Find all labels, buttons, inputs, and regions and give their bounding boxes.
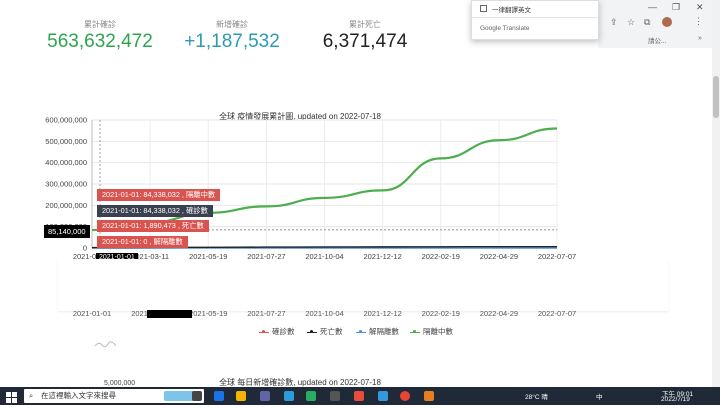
daily-chart-y-tick: 5,000,000 <box>104 380 136 387</box>
clock-time[interactable]: 下午 09:01 <box>662 391 694 398</box>
ghost-x-readout <box>147 310 192 318</box>
legend-swatch <box>259 330 269 334</box>
stat-label: 累計死亡 <box>349 20 381 29</box>
search-icon: ⌕ <box>29 391 34 400</box>
profile-avatar[interactable] <box>662 17 672 27</box>
x-tick-label: 2021-12-12 <box>363 252 401 261</box>
legend-item-deaths[interactable]: 死亡數 <box>307 326 343 337</box>
app-icon-3[interactable] <box>306 391 316 401</box>
loading-squiggle-icon <box>94 341 117 348</box>
blank-overlay-panel <box>58 259 668 311</box>
google-translate-brand: Google Translate <box>480 25 530 32</box>
y-tick-label: 200,000,000 <box>45 201 87 210</box>
app-icon-2[interactable] <box>284 391 294 401</box>
y-tick-label: 300,000,000 <box>45 180 87 189</box>
x-tick-label: 2022-02-19 <box>422 252 460 261</box>
chart-title: 全球 疫情發展累計圖, updated on 2022-07-18 <box>219 112 381 121</box>
ghost-x-tick-label: 2022-04-29 <box>480 309 518 318</box>
ghost-x-tick-label: 2022-07-07 <box>538 309 576 318</box>
legend-label: 死亡數 <box>320 327 343 336</box>
legend-label: 解隔離數 <box>369 327 399 336</box>
search-placeholder: 在這裡輸入文字來搜尋 <box>41 391 116 400</box>
page: 累計確診 563,632,472 新增確診 +1,187,532 累計死亡 6,… <box>0 0 712 387</box>
y-tick-label: 600,000,000 <box>45 116 87 125</box>
windows-start-icon[interactable] <box>6 390 17 403</box>
stat-value: 6,371,474 <box>322 31 408 52</box>
translate-popup: 一律翻譯英文 Google Translate <box>471 0 599 40</box>
task-view-icon[interactable] <box>192 391 202 401</box>
scrollbar-thumb[interactable] <box>713 76 719 118</box>
x-tick-label: 2022-04-29 <box>480 252 518 261</box>
stat-total-deaths: 累計死亡 6,371,474 <box>305 19 425 52</box>
legend-item-isolating[interactable]: 隔離中數 <box>410 326 453 337</box>
tooltip-line-confirmed: 2021-01-01: 84,338,032 , 確診數 <box>97 205 213 217</box>
x-tick-label: 2022-07-07 <box>538 252 576 261</box>
app-icon-1[interactable] <box>260 391 270 401</box>
legend-label: 確診數 <box>272 327 295 336</box>
browser-menu-icon[interactable]: ⋮ <box>694 16 703 26</box>
cumulative-chart[interactable]: 全球 疫情發展累計圖, updated on 2022-07-18 0100,0… <box>0 103 612 263</box>
ghost-x-tick-label: 2021-10-04 <box>305 309 343 318</box>
stat-label: 新增確診 <box>216 20 248 29</box>
always-translate-checkbox[interactable] <box>480 5 487 12</box>
chrome-icon[interactable] <box>400 391 410 401</box>
ghost-x-tick-label: 2022-02-19 <box>422 309 460 318</box>
legend-item-confirmed[interactable]: 確診數 <box>259 326 295 337</box>
stat-total-confirmed: 累計確診 563,632,472 <box>40 19 160 52</box>
tooltip-line-isolating: 2021-01-01: 84,338,032 , 隔離中數 <box>97 189 221 201</box>
search-highlight-image <box>164 391 198 401</box>
tooltip-line-released: 2021-01-01: 0 , 解隔離數 <box>97 236 188 248</box>
always-translate-label: 一律翻譯英文 <box>492 7 531 14</box>
y-tick-label: 0 <box>83 244 87 253</box>
x-tick-label: 2021-07-27 <box>247 252 285 261</box>
ghost-x-tick-label: 2021-05-19 <box>189 309 227 318</box>
ghost-x-tick-label: 2021-07-27 <box>247 309 285 318</box>
stat-value: 563,632,472 <box>47 31 153 52</box>
window-close-icon[interactable]: ✕ <box>696 2 704 12</box>
weather-widget[interactable]: 28°C 晴 <box>525 394 548 401</box>
page-scrollbar[interactable] <box>712 0 720 387</box>
ghost-x-tick-label: 2021-12-12 <box>363 309 401 318</box>
taskbar-search-box[interactable]: ⌕ 在這裡輸入文字來搜尋 <box>24 389 204 403</box>
legend-swatch <box>410 330 420 334</box>
window-minimize-icon[interactable]: — <box>648 2 657 12</box>
windows-taskbar: ⌕ 在這裡輸入文字來搜尋 28°C 晴 中 下午 09:01 2022/7/19 <box>0 387 720 405</box>
stat-label: 累計確診 <box>84 20 116 29</box>
overflow-chevron-icon[interactable]: » <box>698 35 702 42</box>
stat-value: +1,187,532 <box>184 31 280 52</box>
ime-indicator[interactable]: 中 <box>596 394 603 401</box>
y-tick-label: 500,000,000 <box>45 137 87 146</box>
x-tick-label: 2021-10-04 <box>305 252 343 261</box>
crosshair-y-readout: 85,140,000 <box>44 225 90 238</box>
stat-new-confirmed: 新增確診 +1,187,532 <box>172 19 292 52</box>
crosshair-x-readout: 2021-01-01 <box>96 253 138 262</box>
legend-swatch <box>356 330 366 334</box>
legend-item-released[interactable]: 解隔離數 <box>356 326 399 337</box>
app-icon-6[interactable] <box>378 391 388 401</box>
app-icon-4[interactable] <box>330 391 340 401</box>
app-icon-5[interactable] <box>354 391 364 401</box>
bookmark-star-icon[interactable]: ☆ <box>627 17 636 27</box>
extension-icon[interactable]: ⧉ <box>644 17 651 27</box>
legend-swatch <box>307 330 317 334</box>
window-restore-icon[interactable]: ❐ <box>672 2 681 12</box>
share-icon[interactable]: ⇪ <box>610 17 618 27</box>
file-explorer-icon[interactable] <box>236 391 246 401</box>
app-icon-7[interactable] <box>424 391 434 401</box>
y-tick-label: 400,000,000 <box>45 158 87 167</box>
tooltip-line-deaths: 2021-01-01: 1,890,473 , 死亡數 <box>97 220 209 232</box>
x-tick-label: 2021-01-01 <box>73 252 111 261</box>
partial-tab-label[interactable]: 請公... <box>648 38 667 45</box>
edge-browser-icon[interactable] <box>214 391 224 401</box>
cumulative-chart-svg[interactable]: 0100,000,000200,000,000300,000,000400,00… <box>0 103 612 263</box>
legend-label: 隔離中數 <box>423 327 453 336</box>
ghost-x-axis: 2021-01-012021-03-112021-05-192021-07-27… <box>73 309 576 318</box>
x-tick-label: 2021-05-19 <box>189 252 227 261</box>
ghost-x-tick-label: 2021-01-01 <box>73 309 111 318</box>
daily-chart-title: 全球 每日新增確診數, updated on 2022-07-18 <box>219 378 381 387</box>
x-tick-label: 2021-03-11 <box>131 252 169 261</box>
popup-divider <box>472 17 598 18</box>
browser-toolbar-fragment: — ❐ ✕ ⇪ ☆ ⧉ ⋮ 請公... » <box>598 0 712 48</box>
clock-date[interactable]: 2022/7/19 <box>661 396 690 403</box>
